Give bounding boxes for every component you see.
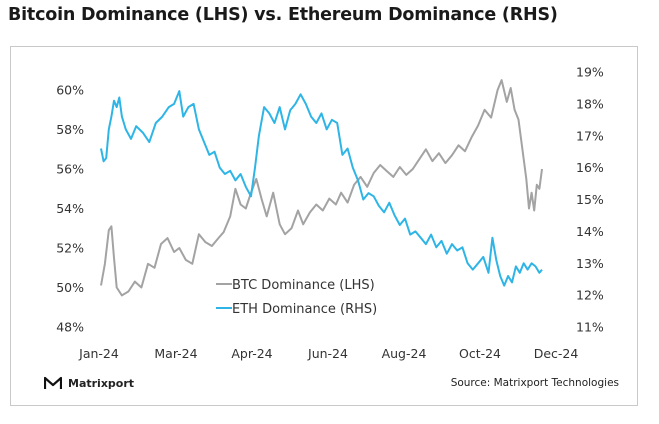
x-tick-label: Mar-24	[154, 346, 197, 361]
x-tick-label: Jan-24	[78, 346, 119, 361]
x-tick-label: Oct-24	[459, 346, 501, 361]
left-tick-label: 48%	[56, 320, 84, 335]
matrixport-logo: Matrixport	[44, 376, 134, 390]
left-tick-label: 52%	[56, 241, 84, 256]
left-tick-label: 50%	[56, 280, 84, 295]
right-tick-label: 13%	[576, 256, 604, 271]
x-tick-label: Dec-24	[534, 346, 579, 361]
right-tick-label: 11%	[576, 320, 604, 335]
left-tick-label: 54%	[56, 201, 84, 216]
left-tick-label: 58%	[56, 122, 84, 137]
right-tick-label: 14%	[576, 224, 604, 239]
x-tick-label: Aug-24	[382, 346, 427, 361]
brand-name: Matrixport	[68, 376, 135, 390]
legend-eth-label: ETH Dominance (RHS)	[232, 302, 377, 317]
right-tick-label: 18%	[576, 96, 604, 111]
right-tick-label: 16%	[576, 160, 604, 175]
x-tick-label: Jun-24	[307, 346, 348, 361]
right-tick-label: 15%	[576, 192, 604, 207]
legend-btc-label: BTC Dominance (LHS)	[232, 278, 375, 293]
chart-title: Bitcoin Dominance (LHS) vs. Ethereum Dom…	[8, 5, 558, 25]
left-tick-label: 56%	[56, 162, 84, 177]
right-tick-label: 17%	[576, 128, 604, 143]
right-tick-label: 12%	[576, 288, 604, 303]
left-axis: 48% 50% 52% 54% 56% 58% 60%	[56, 83, 84, 335]
x-axis: Jan-24 Mar-24 Apr-24 Jun-24 Aug-24 Oct-24 Dec-…	[78, 346, 578, 361]
eth-dominance-line	[100, 90, 543, 287]
left-tick-label: 60%	[56, 83, 84, 98]
btc-dominance-line	[100, 79, 543, 297]
chart-card	[10, 46, 638, 406]
right-axis: 11% 12% 13% 14% 15% 16% 17% 18% 19%	[576, 65, 604, 335]
right-tick-label: 19%	[576, 65, 604, 80]
matrixport-logo-icon	[44, 376, 62, 389]
chart-legend: BTC Dominance (LHS) ETH Dominance (RHS)	[216, 278, 377, 317]
source-note: Source: Matrixport Technologies	[450, 377, 619, 389]
x-tick-label: Apr-24	[231, 346, 272, 361]
